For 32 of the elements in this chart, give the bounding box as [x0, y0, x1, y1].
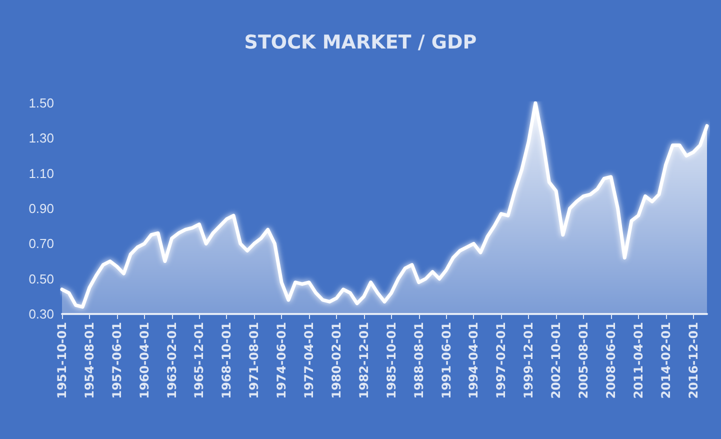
x-tick-label: 1960-04-01 [137, 322, 152, 399]
x-tick-label: 1951-10-01 [55, 322, 69, 399]
y-tick-label: 1.50 [28, 96, 54, 110]
x-tick-label: 1963-02-01 [164, 322, 179, 399]
x-tick-label: 1965-12-01 [192, 322, 206, 399]
y-tick-label: 0.90 [28, 201, 54, 216]
x-tick-label: 1954-08-01 [82, 322, 96, 399]
x-tick-label: 2005-08-01 [576, 322, 590, 399]
y-tick-label: 0.70 [28, 236, 54, 252]
x-tick-label: 1971-08-01 [247, 322, 262, 399]
x-tick-label: 1991-06-01 [439, 322, 454, 399]
y-tick-label: 1.10 [28, 166, 54, 181]
x-tick-label: 1980-02-01 [329, 322, 344, 399]
x-tick-label: 1968-10-01 [220, 322, 234, 399]
x-tick-label: 2014-02-01 [658, 322, 673, 399]
x-tick-label: 1982-12-01 [356, 322, 371, 399]
y-tick-label: 0.50 [28, 271, 54, 286]
x-tick-label: 1999-12-01 [522, 322, 536, 399]
x-tick-label: 1977-04-01 [302, 322, 316, 399]
x-tick-label: 2008-06-01 [604, 322, 618, 399]
x-tick-label: 1988-08-01 [412, 322, 426, 399]
x-tick-label: 2011-04-01 [631, 322, 646, 399]
y-tick-label: 1.30 [28, 130, 54, 146]
x-tick-label: 1997-02-01 [494, 322, 508, 399]
chart-title: STOCK MARKET / GDP [244, 32, 477, 54]
x-tick-label: 2002-10-01 [549, 322, 564, 399]
x-tick-label: 1957-06-01 [110, 322, 124, 399]
y-tick-label: 0.30 [28, 306, 54, 322]
x-tick-label: 2016-12-01 [686, 322, 700, 399]
x-tick-label: 1974-06-01 [274, 322, 289, 399]
x-tick-label: 1994-04-01 [466, 322, 481, 399]
x-tick-label: 1985-10-01 [384, 322, 398, 399]
